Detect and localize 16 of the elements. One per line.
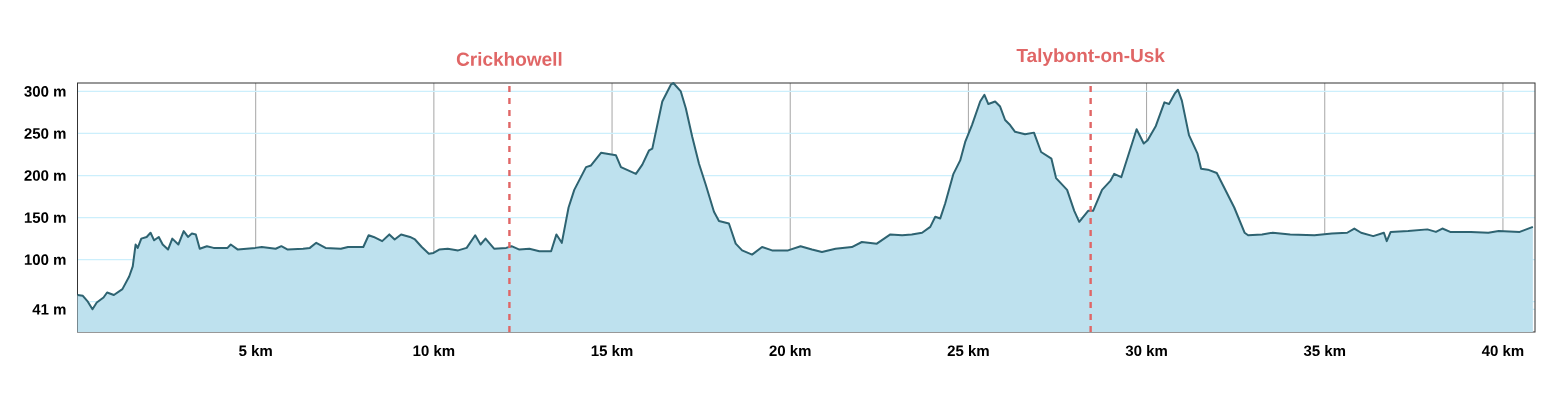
- x-tick-label: 35 km: [1303, 345, 1346, 357]
- x-tick-label: 10 km: [413, 345, 455, 357]
- x-tick-label: 20 km: [769, 345, 811, 357]
- y-tick-label: 150 m: [24, 212, 66, 223]
- x-tick-label: 15 km: [591, 345, 633, 357]
- ref-line-label: Crickhowell: [456, 51, 562, 66]
- y-tick-label: 200 m: [24, 170, 66, 181]
- y-tick-label: 41 m: [32, 304, 66, 315]
- x-tick-label: 25 km: [947, 345, 989, 357]
- y-tick-label: 300 m: [24, 86, 66, 97]
- x-tick-label: 5 km: [239, 345, 272, 357]
- y-tick-label: 250 m: [24, 128, 66, 139]
- x-tick-label: 30 km: [1125, 345, 1167, 357]
- ref-line-label: Talybont-on-Usk: [1016, 48, 1165, 66]
- y-tick-label: 100 m: [24, 254, 66, 265]
- x-tick-label: 40 km: [1481, 345, 1524, 357]
